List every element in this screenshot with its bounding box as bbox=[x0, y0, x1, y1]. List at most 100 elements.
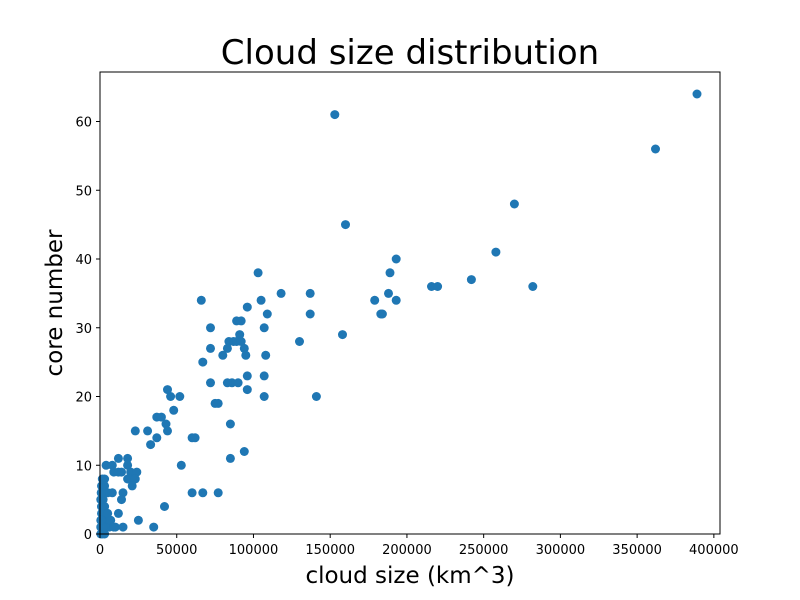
x-axis-ticks: 0 50000 100000 150000 200000 250000 300000 3500… bbox=[96, 534, 739, 558]
data-point bbox=[123, 453, 133, 463]
x-tick-label: 350000 bbox=[612, 543, 662, 558]
data-point bbox=[161, 419, 171, 429]
data-point bbox=[391, 295, 401, 305]
x-tick-label: 0 bbox=[96, 543, 104, 558]
data-point bbox=[98, 522, 108, 532]
data-point bbox=[190, 433, 200, 443]
data-point bbox=[233, 378, 243, 388]
data-point bbox=[242, 302, 252, 312]
data-point bbox=[692, 89, 702, 99]
data-point bbox=[109, 522, 119, 532]
data-point bbox=[236, 337, 246, 346]
data-point bbox=[222, 343, 232, 353]
y-axis-label: core number bbox=[42, 229, 68, 376]
data-point bbox=[206, 378, 215, 388]
data-point bbox=[239, 343, 249, 353]
data-point bbox=[391, 254, 401, 264]
x-tick-label: 50000 bbox=[156, 543, 197, 558]
data-point bbox=[107, 460, 117, 470]
data-point bbox=[259, 392, 269, 401]
data-point bbox=[466, 275, 476, 285]
data-point bbox=[101, 460, 111, 470]
data-point bbox=[113, 453, 123, 463]
data-point bbox=[106, 515, 116, 525]
data-point bbox=[123, 460, 133, 470]
plot-area-frame bbox=[99, 71, 721, 535]
data-point bbox=[225, 419, 235, 429]
y-tick-label: 60 bbox=[75, 116, 92, 131]
data-point bbox=[259, 323, 269, 333]
data-point bbox=[156, 412, 166, 422]
y-tick-label: 0 bbox=[84, 528, 92, 543]
y-tick-label: 20 bbox=[75, 391, 92, 406]
data-point bbox=[175, 392, 185, 401]
data-point bbox=[118, 522, 128, 532]
data-point bbox=[242, 371, 252, 381]
data-point bbox=[225, 453, 235, 463]
data-point bbox=[213, 398, 223, 408]
y-axis-ticks: 0 10 20 30 40 50 60 bbox=[75, 116, 100, 543]
data-point bbox=[528, 282, 538, 291]
data-point bbox=[305, 309, 315, 319]
y-tick-label: 10 bbox=[75, 459, 92, 474]
data-point bbox=[305, 288, 315, 298]
data-point bbox=[160, 502, 169, 511]
data-point bbox=[384, 288, 393, 298]
data-point bbox=[130, 426, 140, 436]
data-point bbox=[222, 378, 232, 388]
y-tick-label: 40 bbox=[75, 253, 92, 268]
data-point bbox=[262, 309, 272, 319]
data-point bbox=[261, 350, 271, 360]
data-point bbox=[176, 460, 186, 470]
x-tick-label: 400000 bbox=[689, 543, 739, 558]
data-point bbox=[127, 481, 137, 491]
data-point bbox=[338, 330, 347, 340]
chart-title: Cloud size distribution bbox=[221, 33, 599, 73]
data-point bbox=[236, 316, 246, 326]
data-point bbox=[385, 268, 395, 278]
data-point bbox=[311, 392, 321, 401]
data-point bbox=[118, 488, 128, 498]
data-point bbox=[259, 371, 269, 381]
data-point bbox=[239, 447, 249, 456]
data-point bbox=[152, 433, 162, 443]
data-point bbox=[491, 247, 501, 257]
data-point bbox=[206, 323, 215, 333]
data-point bbox=[206, 343, 215, 353]
data-point bbox=[117, 495, 126, 505]
data-point bbox=[133, 515, 143, 525]
data-point bbox=[433, 282, 443, 291]
data-point bbox=[253, 268, 263, 278]
data-point bbox=[235, 330, 245, 340]
data-point bbox=[169, 405, 179, 415]
data-point bbox=[196, 295, 206, 305]
data-point bbox=[146, 440, 156, 450]
y-tick-label: 50 bbox=[75, 184, 92, 199]
data-point bbox=[341, 220, 350, 230]
data-point bbox=[132, 467, 142, 477]
x-tick-label: 200000 bbox=[382, 543, 432, 558]
y-tick-label: 30 bbox=[75, 322, 92, 337]
data-point bbox=[651, 144, 660, 154]
data-point bbox=[100, 481, 110, 491]
data-point bbox=[130, 474, 140, 484]
data-points bbox=[96, 89, 702, 539]
data-point bbox=[97, 488, 106, 498]
data-point bbox=[377, 309, 387, 319]
data-point bbox=[143, 426, 153, 436]
data-point bbox=[241, 350, 251, 360]
data-point bbox=[113, 508, 123, 518]
data-point bbox=[242, 385, 252, 395]
data-point bbox=[213, 488, 223, 498]
data-point bbox=[163, 426, 172, 436]
data-point bbox=[117, 467, 126, 477]
data-point bbox=[198, 357, 208, 367]
data-point bbox=[100, 502, 110, 511]
data-point bbox=[96, 515, 106, 525]
data-point bbox=[256, 295, 266, 305]
x-tick-label: 300000 bbox=[536, 543, 586, 558]
data-point bbox=[149, 522, 159, 532]
data-point bbox=[330, 110, 340, 120]
data-point bbox=[96, 495, 106, 505]
